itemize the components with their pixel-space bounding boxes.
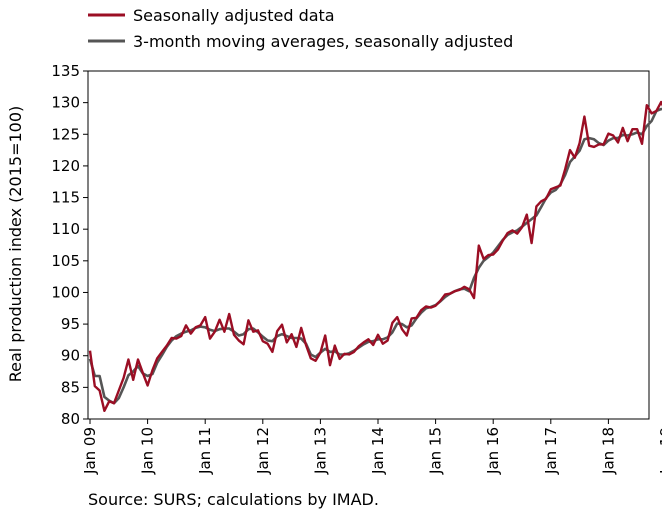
series-line-seasonally-adjusted bbox=[88, 100, 662, 412]
x-tick-label: Jan 13 bbox=[311, 427, 329, 475]
y-tick-label: 110 bbox=[51, 220, 80, 238]
y-tick-label: 115 bbox=[51, 189, 80, 207]
y-tick-label: 120 bbox=[51, 157, 80, 175]
legend-label-series-1: Seasonally adjusted data bbox=[133, 6, 335, 25]
x-tick-label: Jan 11 bbox=[196, 427, 214, 475]
x-tick-label: Jan 17 bbox=[542, 427, 560, 475]
y-axis-title: Real production index (2015=100) bbox=[6, 106, 25, 383]
legend: Seasonally adjusted data 3-month moving … bbox=[88, 6, 513, 51]
legend-label-series-2: 3-month moving averages, seasonally adju… bbox=[133, 32, 513, 51]
x-tick-label: Jan 16 bbox=[484, 427, 502, 475]
x-tick-label: Jan 14 bbox=[369, 427, 387, 475]
y-tick-label: 95 bbox=[61, 315, 80, 333]
plot-frame bbox=[87, 70, 650, 420]
y-tick-label: 125 bbox=[51, 125, 80, 143]
x-tick-label: Jan 12 bbox=[254, 427, 272, 475]
x-tick-label: Jan 18 bbox=[599, 427, 617, 475]
y-tick-label: 80 bbox=[61, 410, 80, 428]
y-tick-label: 90 bbox=[61, 347, 80, 365]
y-tick-label: 105 bbox=[51, 252, 80, 270]
y-tick-label: 100 bbox=[51, 283, 80, 301]
x-tick-label: Jan 19 bbox=[657, 427, 662, 475]
source-note: Source: SURS; calculations by IMAD. bbox=[88, 490, 379, 509]
axis-ticks: 80 85 90 95 100 105 110 115 120 125 130 135 Jan 09 Ja… bbox=[51, 62, 662, 475]
x-tick-label: Jan 10 bbox=[139, 427, 157, 475]
y-tick-label: 130 bbox=[51, 94, 80, 112]
series-layer bbox=[88, 100, 662, 412]
y-tick-label: 135 bbox=[51, 62, 80, 80]
y-tick-label: 85 bbox=[61, 378, 80, 396]
x-tick-label: Jan 09 bbox=[81, 427, 99, 475]
x-tick-label: Jan 15 bbox=[427, 427, 445, 475]
